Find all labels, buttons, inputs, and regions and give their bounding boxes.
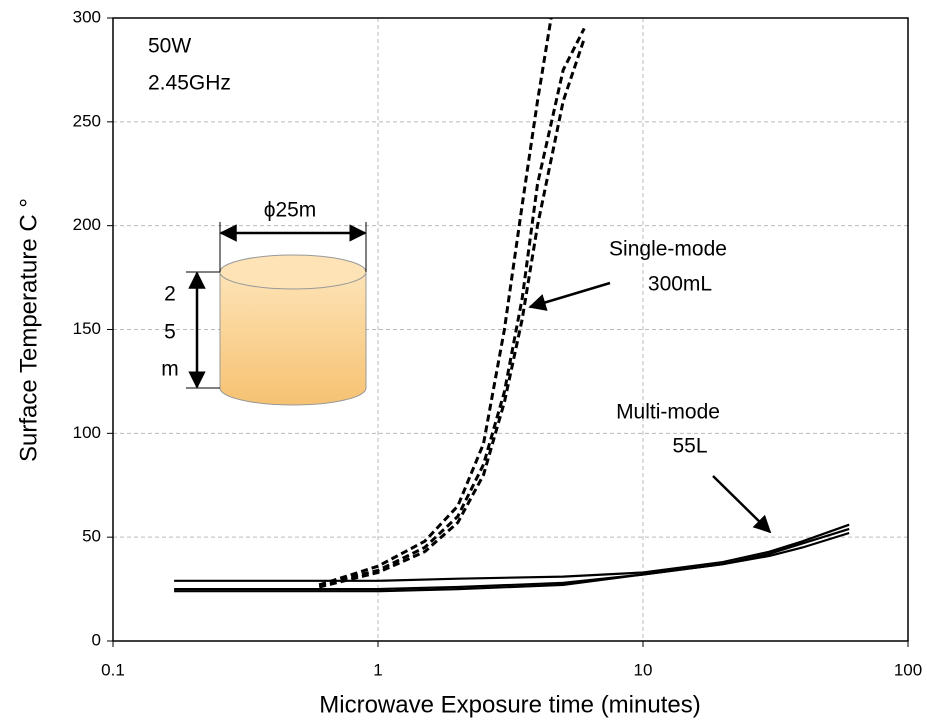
annotation: Multi-mode (616, 401, 720, 424)
x-tick-label: 0.1 (101, 660, 125, 679)
y-axis-label: Surface Temperature C ° (15, 198, 42, 462)
y-tick-label: 100 (73, 423, 101, 442)
data-line (174, 531, 850, 593)
annotation: 2 (164, 283, 176, 306)
y-tick-label: 0 (92, 630, 101, 649)
x-axis-label: Microwave Exposure time (minutes) (319, 691, 700, 718)
annotation: 300mL (648, 273, 712, 296)
arrow (712, 475, 772, 534)
annotation: 2.45GHz (148, 72, 231, 95)
plot-area: 0 50 100 150 200 250 300 0.1 1 10 100 (73, 7, 923, 679)
annotation: ϕ25m (264, 199, 317, 222)
data-line (318, 27, 586, 587)
cylinder-body (219, 271, 367, 406)
data-line (318, 38, 586, 589)
annotation: 50W (148, 35, 191, 58)
plot-frame (112, 17, 909, 642)
annotation: 55L (672, 435, 707, 458)
y-tick-label: 250 (73, 111, 101, 130)
data-line (318, 18, 553, 587)
annotation: 5 (164, 321, 176, 344)
y-tick-label: 150 (73, 319, 101, 338)
annotation: Single-mode (609, 238, 727, 261)
arrow (528, 281, 611, 311)
y-tick-label: 50 (82, 527, 101, 546)
x-tick-label: 1 (373, 660, 382, 679)
annotation: m (161, 358, 179, 381)
data-line (174, 523, 850, 582)
x-tick-label: 10 (634, 660, 653, 679)
x-tick-label: 100 (894, 660, 922, 679)
y-tick-label: 300 (73, 7, 101, 26)
cylinder-inset: ϕ25m 2 5 m (161, 199, 367, 406)
cylinder-top (219, 254, 367, 290)
y-tick-label: 200 (73, 215, 101, 234)
